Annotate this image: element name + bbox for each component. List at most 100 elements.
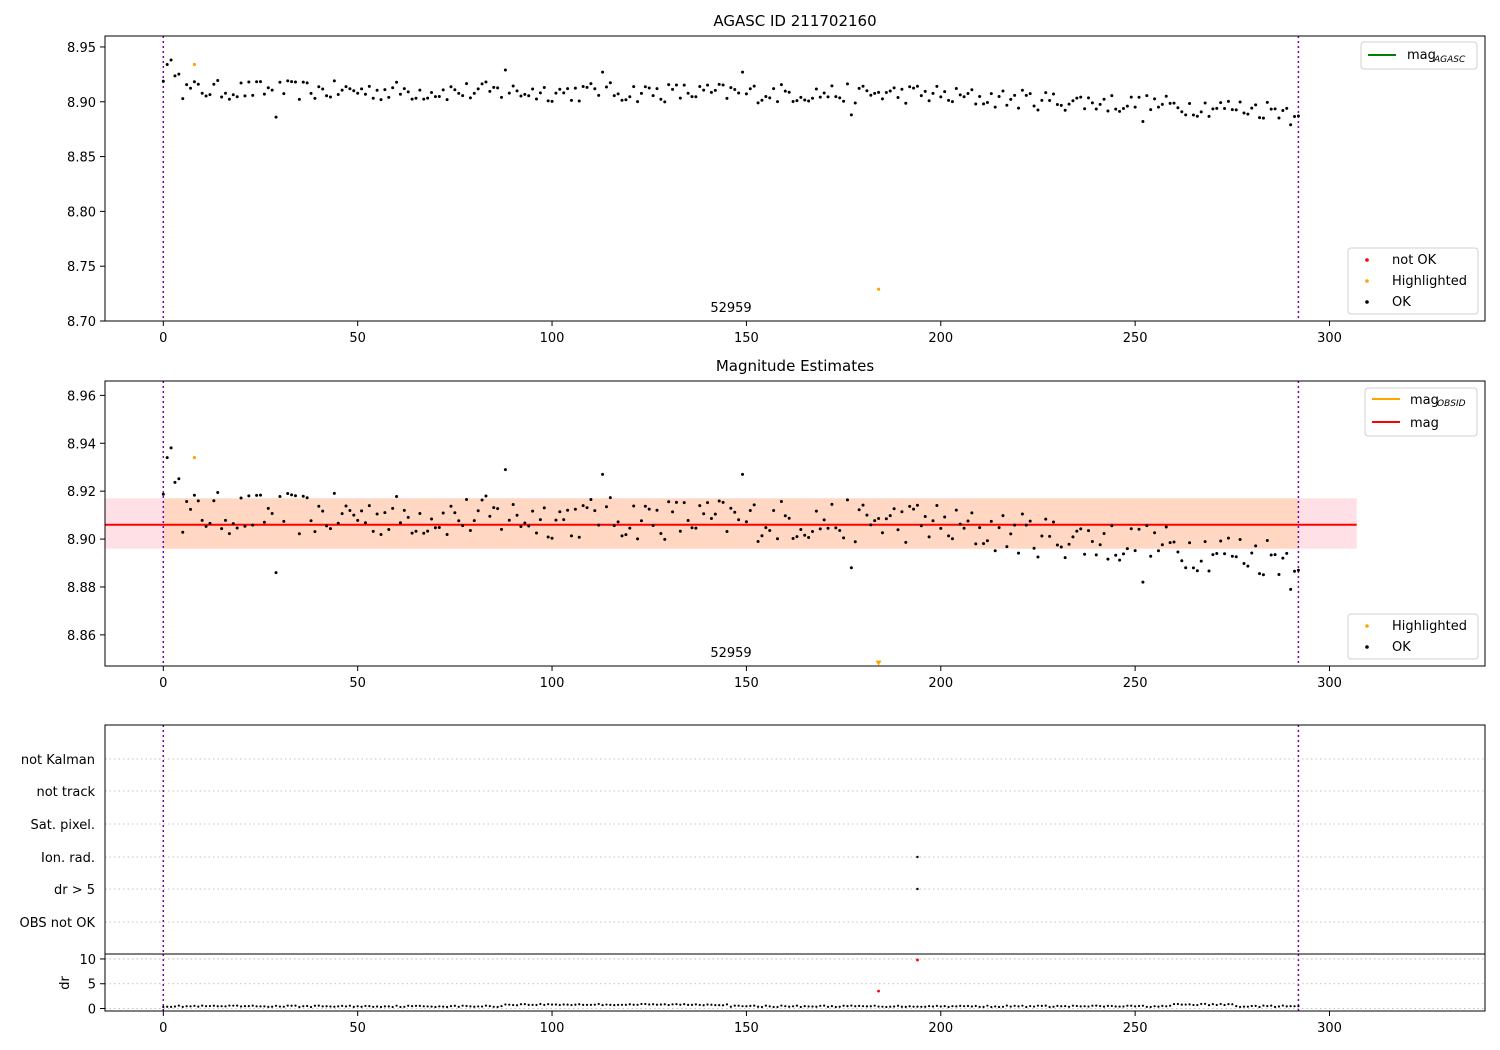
ok-point: [1067, 542, 1071, 546]
legend-label-highlighted-2: Highlighted: [1392, 619, 1467, 634]
ok-point: [1149, 108, 1153, 112]
ok-point: [212, 82, 216, 86]
x-tick-label: 150: [734, 676, 759, 691]
ok-point: [200, 518, 204, 522]
panel-agasc-magnitude: AGASC ID 211702160 0 50 100 150 200 250 300 8.7…: [67, 12, 1486, 346]
dr-point: [500, 1004, 503, 1008]
dr-point: [795, 1004, 799, 1007]
dr-point: [1238, 1005, 1242, 1009]
dr-point: [418, 1004, 421, 1007]
ok-point: [908, 504, 912, 508]
dr-point: [659, 1003, 662, 1006]
dr-point: [523, 1002, 526, 1006]
ok-point: [1083, 552, 1087, 556]
highlighted-point: [192, 62, 197, 67]
ok-point: [923, 89, 927, 93]
dr-point: [208, 1004, 212, 1008]
flag-category-label: OBS not OK: [20, 916, 96, 931]
ok-point: [395, 80, 399, 84]
x-tick-label: 150: [734, 1021, 759, 1036]
highlighted-point: [192, 456, 197, 460]
dr-point: [916, 1005, 919, 1008]
dr-point: [1029, 1004, 1032, 1008]
panel2-axes-frame: [104, 380, 1486, 667]
ok-point: [807, 535, 811, 539]
ok-point: [255, 80, 259, 84]
ok-point: [814, 509, 818, 513]
dr-point: [1134, 1005, 1137, 1008]
ok-point: [892, 86, 896, 90]
dr-point: [212, 1004, 215, 1007]
ok-point: [915, 503, 919, 507]
ok-point: [488, 89, 492, 93]
ok-point: [737, 91, 741, 95]
ok-point: [671, 510, 675, 514]
dr-point: [826, 1005, 830, 1008]
dr-point: [216, 1005, 219, 1008]
panel3-plot: not Kalman not track Sat. pixel. Ion. rad. d…: [20, 725, 1485, 954]
ok-point: [1285, 551, 1289, 555]
dr-point: [1130, 1004, 1133, 1007]
dr-point: [337, 1005, 340, 1008]
dr-point: [1297, 1005, 1300, 1008]
dr-point: [1169, 1004, 1172, 1007]
dr-point: [480, 1005, 484, 1008]
ok-point: [282, 519, 286, 523]
ok-point: [507, 518, 511, 522]
ok-point: [430, 91, 434, 95]
dr-point: [325, 1005, 328, 1008]
dr-point: [442, 1005, 445, 1008]
ok-point: [577, 99, 581, 103]
dr-point: [807, 1005, 810, 1008]
dr-point: [784, 1005, 787, 1008]
ok-point: [542, 506, 546, 510]
dr-point: [185, 1005, 188, 1008]
dr-point: [986, 1004, 989, 1007]
ok-point: [1203, 101, 1207, 105]
dr-point: [189, 1005, 192, 1008]
y-tick-label: 8.88: [67, 581, 96, 596]
ok-point: [410, 97, 414, 101]
ok-point: [1211, 107, 1215, 111]
dr-point: [566, 1003, 569, 1006]
dr-point: [379, 1005, 383, 1009]
ok-point: [760, 534, 764, 538]
dr-point: [920, 1005, 923, 1008]
ok-point: [643, 504, 647, 508]
dr-point: [772, 1005, 775, 1009]
ok-point: [1184, 566, 1188, 570]
ok-point: [842, 99, 846, 103]
dr-point: [383, 1005, 386, 1008]
ok-point: [1024, 523, 1028, 527]
ok-point: [1013, 93, 1017, 97]
ok-point: [877, 90, 881, 94]
dr-point: [1005, 1004, 1008, 1007]
ok-point: [1036, 555, 1040, 559]
ok-point: [1246, 564, 1250, 568]
ok-point: [725, 96, 729, 100]
dr-point: [547, 1003, 550, 1006]
ok-point: [449, 504, 453, 508]
dr-point: [1281, 1004, 1284, 1007]
ok-point: [713, 512, 717, 516]
ok-point: [484, 494, 488, 498]
ok-point: [1215, 552, 1219, 556]
ok-point: [165, 456, 169, 460]
ok-point: [857, 86, 861, 90]
legend-dot-ok: [1365, 300, 1369, 304]
panel2-plot: 0 50 100 150 200 250 300 8.86 8.88 8.90 8.92 8.94 8.…: [67, 381, 1357, 691]
ok-point: [884, 517, 888, 521]
dr-point: [550, 1003, 554, 1006]
ok-point: [465, 82, 469, 86]
ok-point: [896, 96, 900, 100]
ok-point: [698, 84, 702, 88]
dr-point: [1246, 1005, 1249, 1008]
ok-point: [1024, 93, 1028, 97]
ok-point: [807, 99, 811, 103]
dr-point: [469, 1005, 472, 1008]
dr-point: [1207, 1004, 1211, 1007]
ok-point: [468, 96, 472, 100]
x-tick-label: 50: [349, 331, 366, 346]
ok-point: [869, 93, 873, 97]
